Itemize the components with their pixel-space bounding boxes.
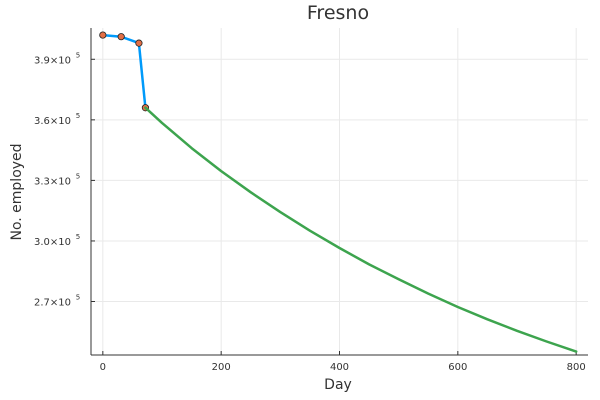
x-tick-label: 800 xyxy=(567,362,586,373)
x-tick-label: 0 xyxy=(100,362,106,373)
series-line-0 xyxy=(101,33,147,109)
y-tick-label: 3.9×10 xyxy=(34,55,71,66)
chart-title: Fresno xyxy=(307,2,369,24)
y-tick-label: 3.0×10 xyxy=(34,237,71,248)
y-tick-label: 2.7×10 xyxy=(34,298,71,309)
x-tick-label: 400 xyxy=(330,362,349,373)
grid xyxy=(91,28,588,355)
data-point-marker xyxy=(117,33,125,41)
data-point-marker xyxy=(135,39,143,47)
y-axis-ticks: 2.7×10 5 3.0×10 5 3.3×10 5 3.6×10 5 3.9×10 5 xyxy=(34,51,95,309)
x-tick-label: 600 xyxy=(448,362,467,373)
x-tick-label: 200 xyxy=(212,362,231,373)
y-tick-exponent: 5 xyxy=(76,233,80,241)
y-axis-label: No. employed xyxy=(9,143,25,240)
y-tick-exponent: 5 xyxy=(76,51,80,59)
y-tick-label: 3.3×10 xyxy=(34,176,71,187)
x-axis-ticks: 0 200 400 600 800 xyxy=(100,351,586,373)
series xyxy=(99,31,578,353)
y-tick-label: 3.6×10 xyxy=(34,116,71,127)
data-point-marker xyxy=(99,31,107,39)
y-tick-exponent: 5 xyxy=(76,294,80,302)
y-tick-exponent: 5 xyxy=(76,112,80,120)
y-tick-exponent: 5 xyxy=(76,172,80,180)
series-line-2 xyxy=(144,106,578,353)
x-axis-label: Day xyxy=(324,377,352,393)
